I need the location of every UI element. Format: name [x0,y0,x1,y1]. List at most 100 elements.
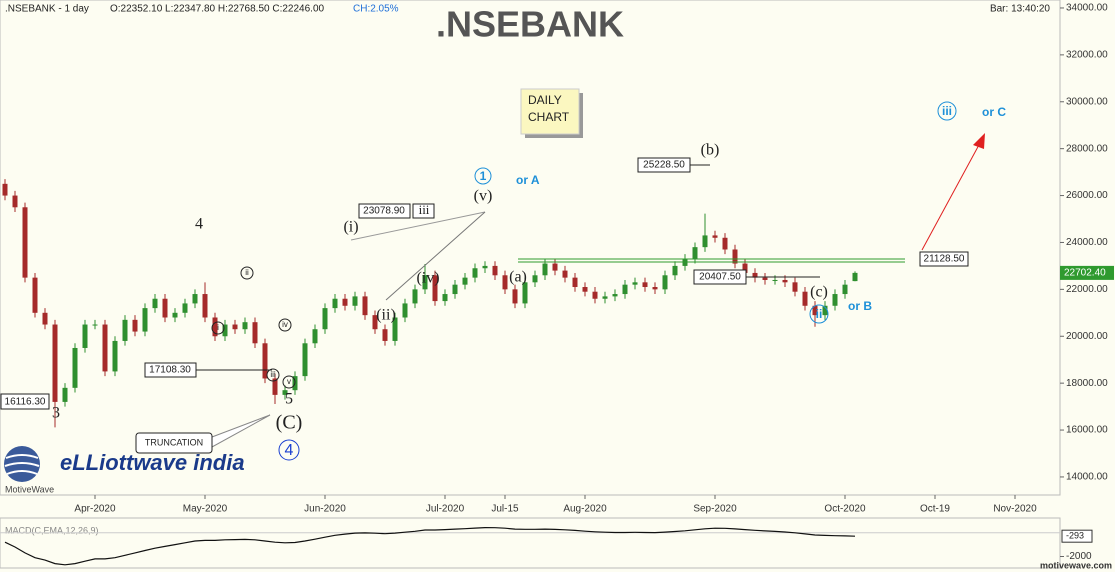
candle-body [272,378,278,395]
wedge-line [385,211,486,301]
label-box [412,203,435,219]
price-label: 16116.30 [5,397,46,408]
x-tick-label: Sep-2020 [693,504,737,515]
wave-label: 3 [52,405,60,422]
wave-label: iii [270,370,276,379]
candle-body [482,265,488,269]
candle-body [632,282,638,285]
candle-body [12,195,18,208]
candle-body [522,282,528,304]
truncation-label: TRUNCATION [145,437,203,447]
y-tick-label: 32000.00 [1066,50,1108,61]
candle-body [52,324,58,402]
candle-body [282,390,288,395]
candle-body [602,296,608,299]
arrow-head [973,133,985,149]
candle-body [742,263,748,273]
candle-body [142,308,148,332]
price-label: 17108.30 [149,365,191,376]
candle-body [552,263,558,271]
candle-body [492,265,498,276]
alt-label: or A [516,173,540,187]
price-label: 20407.50 [699,272,741,283]
x-tick-label: Aug-2020 [563,504,607,515]
candle-body [442,294,448,302]
candle-body [232,324,238,330]
wave-label: ii [245,268,249,277]
candle-body [472,268,478,278]
candle-body [612,294,618,297]
y-tick-label: 20000.00 [1066,331,1108,342]
wave-label: (C) [276,412,303,434]
candle-body [532,275,538,283]
wave-label: 4 [285,442,294,459]
wave-label: (iv) [416,270,439,287]
plot-area [0,0,1061,496]
site: motivewave.com [1040,560,1112,570]
candle-body [102,324,108,372]
candle-body [712,235,718,238]
candle-body [392,317,398,341]
candle-body [822,305,828,316]
candle-body [322,308,328,330]
candle-body [372,315,378,330]
candle-body [792,282,798,292]
candle-body [802,291,808,306]
wave-label: iii [942,104,952,118]
candle-body [672,265,678,276]
y-tick-label: 16000.00 [1066,425,1108,436]
x-tick-label: Oct-2020 [824,504,866,515]
truncation-box [135,432,213,454]
candle-body [222,324,228,337]
candle-body [242,322,248,330]
wave-label: i [217,323,219,332]
y-tick-label: 34000.00 [1066,3,1108,14]
price-tag [1060,265,1114,280]
candle-body [582,287,588,292]
candle-body [162,298,168,318]
candle-body [852,272,858,282]
candle-body [262,343,268,379]
price-box [358,203,411,219]
circle [474,167,492,185]
wave-label: (b) [701,142,720,159]
change: CH:2.05% [353,4,399,15]
platform: MotiveWave [5,484,54,494]
candle-body [812,305,818,316]
wave-label: 5 [285,391,293,408]
candle-body [722,237,728,250]
candle-body [122,319,128,341]
price-tag-label: 22702.40 [1064,268,1106,279]
price-marks [2,179,858,428]
x-tick-label: Jun-2020 [304,504,346,515]
candle-body [112,340,118,372]
logo-lines [4,454,40,475]
circle [278,439,300,461]
x-tick-label: Apr-2020 [74,504,116,515]
candle-body [252,322,258,344]
macd-tick-label: -2000 [1066,551,1092,562]
candle-body [302,343,308,377]
macd-tag-label: -293 [1066,531,1084,541]
daily-label: CHART [528,110,570,124]
alt-label: or C [982,105,1006,119]
candle-body [72,347,78,388]
y-tick-label: 30000.00 [1066,96,1108,107]
candle-body [42,312,48,325]
ohlc: O:22352.10 L:22347.80 H:22768.50 C:22246… [110,4,325,15]
candle-body [432,275,438,302]
wave-label: (a) [509,269,527,286]
candle-body [572,277,578,288]
y-tick-label: 22000.00 [1066,284,1108,295]
candle-body [702,235,708,248]
x-tick-label: May-2020 [183,504,228,515]
wave-label: (i) [343,219,358,236]
candle-body [422,275,428,290]
candle-body [312,329,318,344]
candle-body [452,284,458,295]
candle-body [202,294,208,318]
wave-label: v [287,377,291,386]
circle [809,304,829,324]
chart-title: .NSEBANK [436,4,624,45]
circle [937,101,957,121]
